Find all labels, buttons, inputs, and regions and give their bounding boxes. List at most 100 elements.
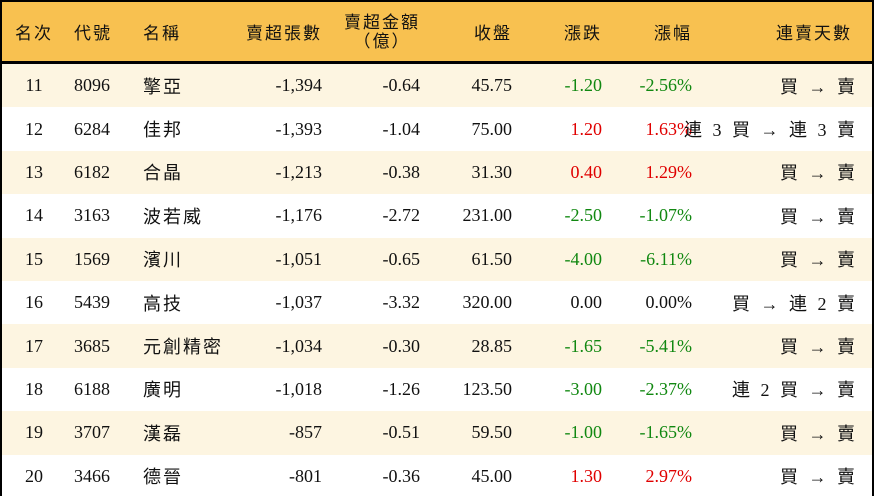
cell-change: 1.20 [570, 118, 603, 139]
cell-change: -1.20 [564, 75, 603, 96]
cell-shares: -1,034 [275, 335, 323, 356]
table-row[interactable]: 19 3707 漢磊 -857 -0.51 59.50 -1.00 -1.65% 買 → 賣 [2, 411, 872, 455]
cell-rank: 17 [25, 335, 43, 356]
cell-amount: -0.64 [382, 75, 421, 96]
cell-change: -2.50 [564, 205, 603, 226]
cell-pct: 1.63% [645, 118, 693, 139]
cell-close: 45.00 [471, 465, 513, 486]
cell-name: 德晉 [143, 467, 183, 488]
cell-pct: -1.07% [639, 205, 693, 226]
cell-shares: -857 [289, 422, 322, 443]
cell-pct: 1.29% [645, 161, 693, 182]
cell-change: 1.30 [570, 465, 603, 486]
table-row[interactable]: 11 8096 擎亞 -1,394 -0.64 45.75 -1.20 -2.56% 買 → 賣 [2, 64, 872, 108]
cell-close: 123.50 [462, 378, 513, 399]
header-pct: 漲幅 [654, 24, 692, 43]
cell-shares: -801 [289, 465, 322, 486]
table-row[interactable]: 18 6188 廣明 -1,018 -1.26 123.50 -3.00 -2.37% 連 2 … [2, 368, 872, 411]
cell-code: 1569 [74, 248, 110, 269]
cell-close: 61.50 [471, 248, 513, 269]
cell-amount: -2.72 [382, 205, 421, 226]
cell-name: 濱川 [143, 250, 183, 271]
cell-streak: 買 → 連 2 賣 [732, 293, 858, 314]
cell-rank: 19 [25, 422, 43, 443]
cell-close: 28.85 [471, 335, 513, 356]
table-row[interactable]: 14 3163 波若威 -1,176 -2.72 231.00 -2.50 -1.07% 買 →… [2, 194, 872, 237]
table-row[interactable]: 17 3685 元創精密 -1,034 -0.30 28.85 -1.65 -5.41% 買 →… [2, 324, 872, 368]
header-shares: 賣超張數 [246, 24, 322, 43]
cell-change: -4.00 [564, 248, 603, 269]
cell-shares: -1,176 [275, 205, 323, 226]
cell-streak: 連 3 買 → 連 3 賣 [684, 120, 858, 141]
cell-close: 59.50 [471, 422, 513, 443]
cell-shares: -1,394 [275, 75, 323, 96]
cell-code: 3466 [74, 465, 110, 486]
cell-close: 320.00 [462, 292, 513, 313]
cell-rank: 18 [25, 378, 43, 399]
cell-code: 3707 [74, 422, 110, 443]
cell-pct: -5.41% [639, 335, 693, 356]
cell-streak: 買 → 賣 [780, 467, 858, 488]
cell-rank: 13 [25, 161, 43, 182]
table-header: 名次 代號 名稱 賣超張數 賣超金額 （億） 收盤 漲跌 漲幅 連賣天數 [2, 2, 872, 64]
cell-code: 6182 [74, 161, 110, 182]
cell-amount: -1.26 [382, 378, 421, 399]
cell-rank: 16 [25, 292, 43, 313]
cell-amount: -1.04 [382, 118, 421, 139]
table-row[interactable]: 15 1569 濱川 -1,051 -0.65 61.50 -4.00 -6.11% 買 → 賣 [2, 237, 872, 281]
cell-name: 佳邦 [143, 120, 183, 141]
cell-close: 231.00 [462, 205, 513, 226]
header-rank: 名次 [15, 24, 53, 43]
header-amount-line2: （億） [353, 31, 411, 51]
cell-name: 波若威 [143, 206, 203, 227]
cell-streak: 買 → 賣 [780, 250, 858, 271]
cell-change: -1.65 [564, 335, 603, 356]
cell-rank: 20 [25, 465, 43, 486]
cell-name: 合晶 [143, 163, 183, 184]
cell-streak: 買 → 賣 [780, 337, 858, 358]
header-close: 收盤 [474, 24, 512, 43]
cell-streak: 買 → 賣 [780, 163, 858, 184]
cell-amount: -0.51 [382, 422, 421, 443]
cell-close: 45.75 [471, 75, 513, 96]
cell-name: 高技 [143, 293, 183, 314]
cell-rank: 15 [25, 248, 43, 269]
cell-code: 3163 [74, 205, 110, 226]
header-amount: 賣超金額 （億） [344, 2, 420, 61]
header-streak: 連賣天數 [776, 24, 852, 43]
table-row[interactable]: 12 6284 佳邦 -1,393 -1.04 75.00 1.20 1.63% 連 3 買 →… [2, 107, 872, 150]
cell-code: 5439 [74, 292, 110, 313]
cell-code: 6284 [74, 118, 110, 139]
cell-shares: -1,018 [275, 378, 323, 399]
cell-change: -1.00 [564, 422, 603, 443]
cell-close: 75.00 [471, 118, 513, 139]
table-row[interactable]: 16 5439 高技 -1,037 -3.32 320.00 0.00 0.00% 買 → 連 … [2, 281, 872, 324]
cell-change: -3.00 [564, 378, 603, 399]
cell-rank: 12 [25, 118, 43, 139]
cell-change: 0.00 [570, 292, 603, 313]
cell-shares: -1,051 [275, 248, 323, 269]
cell-rank: 11 [25, 75, 43, 96]
header-change: 漲跌 [564, 24, 602, 43]
cell-pct: -6.11% [640, 248, 692, 269]
cell-code: 3685 [74, 335, 110, 356]
cell-streak: 連 2 買 → 賣 [732, 380, 858, 401]
cell-name: 元創精密 [143, 337, 223, 358]
cell-shares: -1,213 [275, 161, 323, 182]
cell-amount: -0.30 [382, 335, 421, 356]
cell-close: 31.30 [471, 161, 513, 182]
cell-pct: 0.00% [645, 292, 693, 313]
cell-pct: -1.65% [639, 422, 693, 443]
cell-pct: -2.37% [639, 378, 693, 399]
cell-streak: 買 → 賣 [780, 423, 858, 444]
table-body: 11 8096 擎亞 -1,394 -0.64 45.75 -1.20 -2.56% 買 → 賣… [2, 64, 872, 496]
table-row[interactable]: 20 3466 德晉 -801 -0.36 45.00 1.30 2.97% 買 → 賣 [2, 455, 872, 496]
table-row[interactable]: 13 6182 合晶 -1,213 -0.38 31.30 0.40 1.29% 買 → 賣 [2, 150, 872, 195]
cell-streak: 買 → 賣 [780, 76, 858, 97]
cell-shares: -1,037 [275, 292, 323, 313]
cell-rank: 14 [25, 205, 43, 226]
cell-pct: -2.56% [639, 75, 693, 96]
cell-shares: -1,393 [275, 118, 323, 139]
cell-pct: 2.97% [645, 465, 693, 486]
